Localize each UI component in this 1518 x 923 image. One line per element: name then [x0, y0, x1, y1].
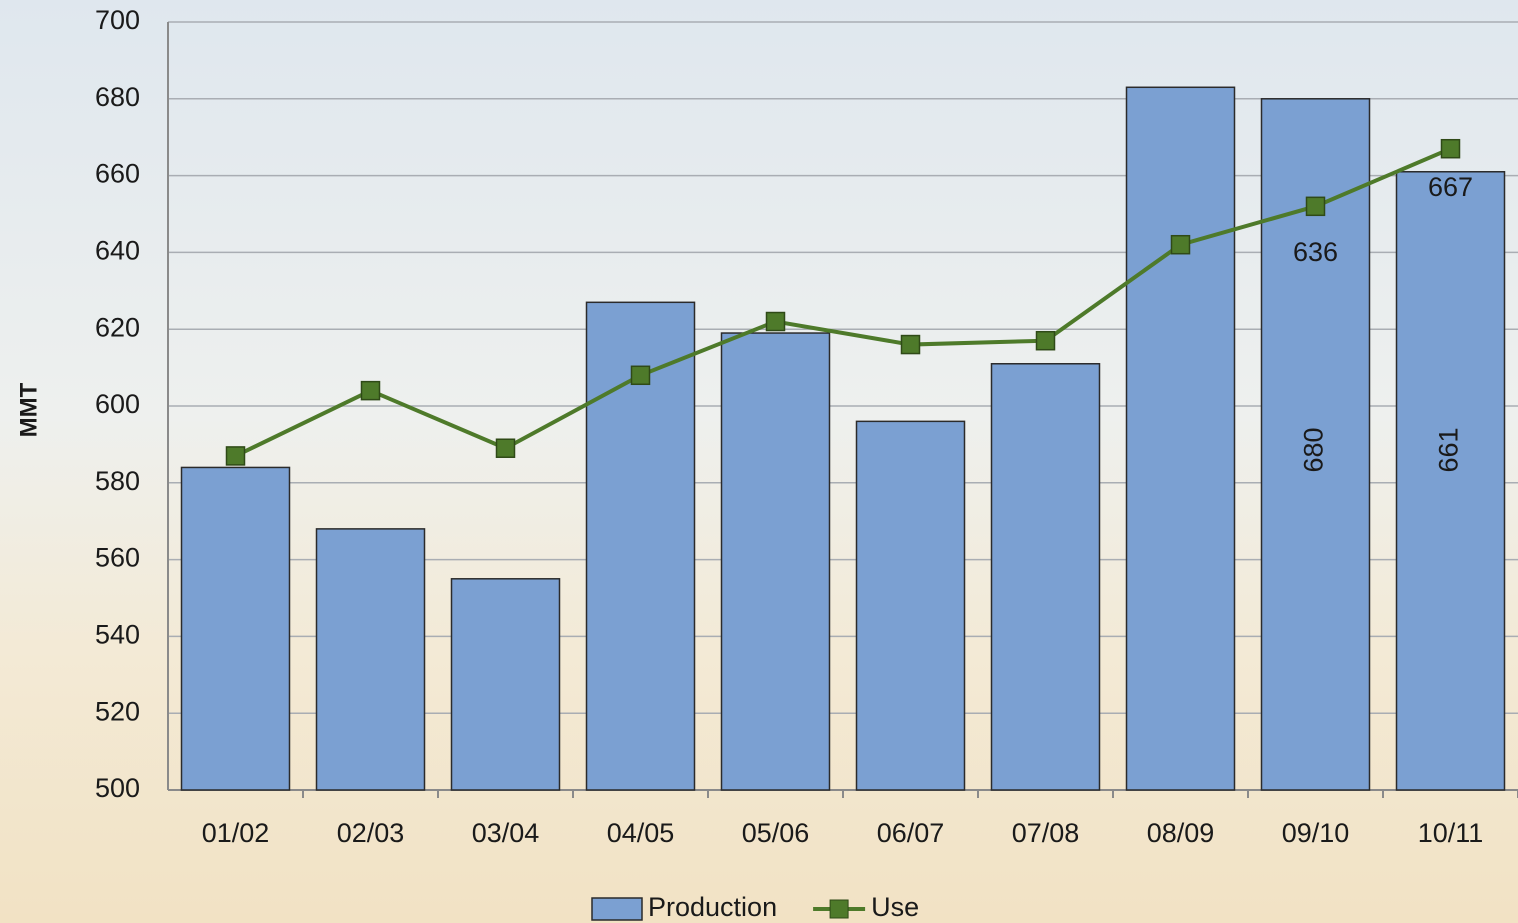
- line-marker: [1440, 138, 1461, 159]
- y-tick-label: 660: [95, 159, 140, 189]
- line-value-label: 667: [1428, 172, 1473, 202]
- x-tick-label: 10/11: [1418, 818, 1484, 848]
- y-tick-label: 620: [95, 312, 140, 342]
- bar: [720, 332, 831, 791]
- legend-label: Production: [648, 892, 777, 922]
- y-tick-label: 680: [95, 82, 140, 112]
- bar-value-label: 661: [1434, 427, 1464, 472]
- y-tick-label: 580: [95, 466, 140, 496]
- bar: [1125, 86, 1236, 791]
- line-marker: [1305, 196, 1326, 217]
- y-tick-label: 500: [95, 773, 140, 803]
- line-marker: [1170, 234, 1191, 255]
- line-marker: [360, 380, 381, 401]
- x-tick-label: 09/10: [1282, 818, 1350, 848]
- line-marker: [225, 446, 246, 466]
- legend-swatch: [829, 899, 849, 919]
- line: [234, 146, 1452, 458]
- legend-label: Use: [871, 892, 919, 922]
- bar: [990, 363, 1101, 791]
- bar: [450, 578, 561, 791]
- x-tick-label: 01/02: [202, 818, 270, 848]
- y-axis-label: MMT: [15, 382, 42, 437]
- line-marker: [1035, 330, 1056, 351]
- bar: [855, 420, 966, 791]
- bar: [180, 466, 291, 791]
- annotation: 636: [1293, 237, 1338, 267]
- bar: [315, 528, 426, 791]
- x-tick-label: 04/05: [607, 818, 675, 848]
- x-tick-label: 05/06: [742, 818, 810, 848]
- y-tick-label: 540: [95, 620, 140, 650]
- bar-value-label: 680: [1299, 427, 1329, 472]
- y-tick-label: 600: [95, 389, 140, 419]
- y-tick-label: 520: [95, 696, 140, 726]
- x-tick-label: 08/09: [1147, 818, 1215, 848]
- y-tick-label: 700: [95, 5, 140, 35]
- y-tick-label: 640: [95, 236, 140, 266]
- line-marker: [765, 311, 786, 332]
- line-marker: [900, 334, 921, 355]
- line-marker: [630, 365, 651, 386]
- x-tick-label: 07/08: [1012, 818, 1080, 848]
- y-tick-label: 560: [95, 543, 140, 573]
- x-tick-label: 03/04: [472, 818, 540, 848]
- bar: [1395, 171, 1506, 791]
- x-tick-label: 02/03: [337, 818, 405, 848]
- line-marker: [495, 438, 516, 458]
- x-tick-label: 06/07: [877, 818, 945, 848]
- legend-swatch: [591, 897, 643, 921]
